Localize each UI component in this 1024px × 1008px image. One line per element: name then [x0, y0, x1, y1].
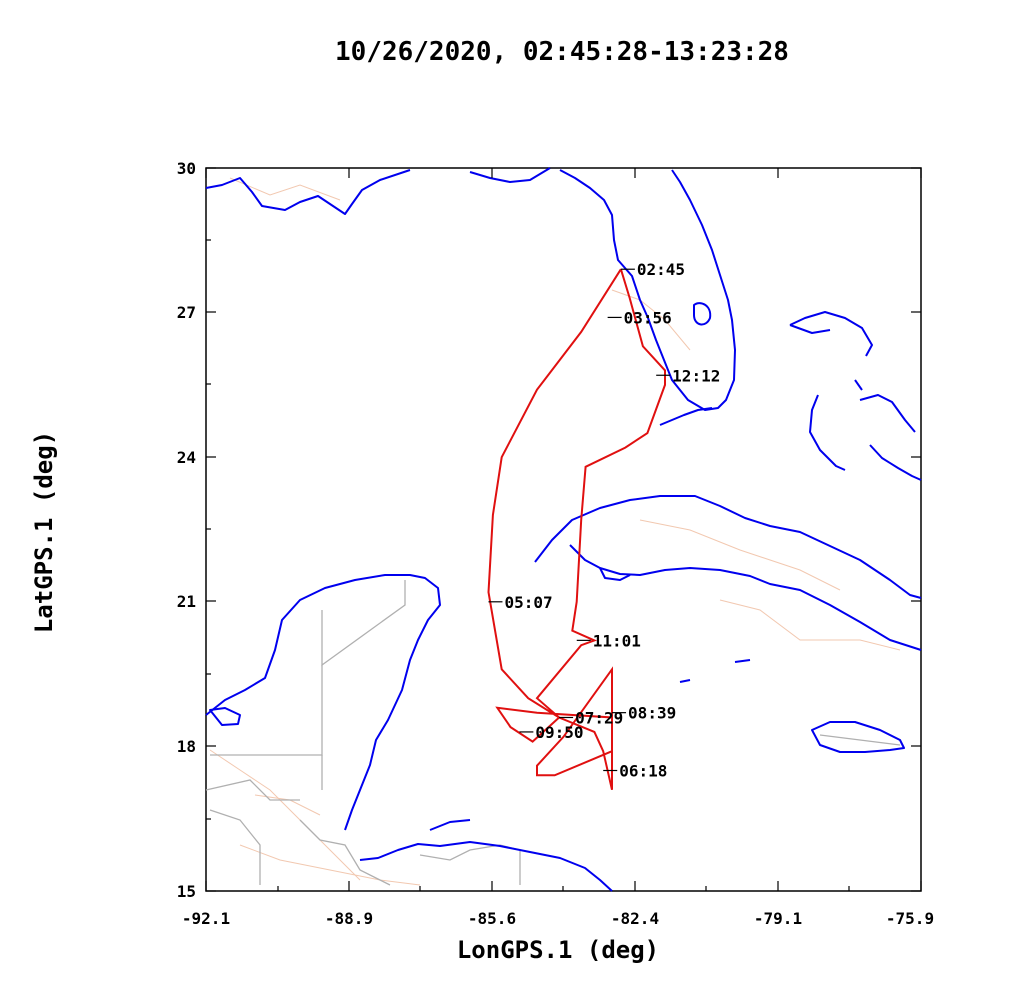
y-tick-label: 30 — [177, 159, 196, 178]
time-label: 09:50 — [535, 723, 583, 742]
time-annotation: 02:45 — [620, 260, 685, 279]
time-label: 12:12 — [672, 366, 720, 385]
x-tick-label: -75.9 — [886, 909, 934, 928]
time-label: 05:07 — [504, 593, 552, 612]
x-tick-marks — [205, 168, 922, 891]
rivers — [209, 177, 901, 886]
x-tick-label: -79.1 — [754, 909, 802, 928]
x-tick-label: -82.4 — [611, 909, 659, 928]
time-label: 07:29 — [575, 708, 623, 727]
x-axis-title: LonGPS.1 (deg) — [457, 936, 659, 964]
time-annotation: 07:29 — [559, 708, 623, 727]
time-annotation: 05:07 — [488, 593, 553, 612]
y-tick-label: 27 — [177, 303, 196, 322]
flight-track-line — [487, 268, 666, 791]
y-axis: 15 18 21 24 27 30 LatGPS.1 (deg) — [30, 159, 921, 901]
time-label: 08:39 — [628, 704, 676, 723]
time-label: 03:56 — [624, 308, 672, 327]
figure-title: 10/26/2020, 02:45:28-13:23:28 — [335, 37, 789, 67]
coastline — [205, 167, 922, 892]
time-annotation: 11:01 — [576, 631, 641, 650]
x-tick-label: -88.9 — [325, 909, 373, 928]
time-label: 11:01 — [593, 631, 641, 650]
y-tick-label: 18 — [177, 737, 196, 756]
time-annotation: 03:56 — [607, 308, 672, 327]
time-annotation: 09:50 — [519, 723, 584, 742]
time-annotation: 08:39 — [612, 704, 676, 723]
y-tick-label: 24 — [177, 448, 196, 467]
time-label: 02:45 — [637, 260, 685, 279]
x-tick-label: -92.1 — [182, 909, 230, 928]
y-tick-label: 21 — [177, 592, 196, 611]
y-axis-title: LatGPS.1 (deg) — [30, 431, 58, 633]
time-annotation: 06:18 — [603, 762, 667, 781]
y-tick-label: 15 — [177, 882, 196, 901]
time-label: 06:18 — [619, 762, 667, 781]
x-tick-label: -85.6 — [468, 909, 516, 928]
time-annotation: 12:12 — [656, 366, 720, 385]
x-axis: -92.1 -88.9 -85.6 -82.4 -79.1 -75.9 LonG… — [182, 168, 934, 964]
basemap — [205, 167, 922, 892]
y-tick-marks — [206, 167, 921, 892]
